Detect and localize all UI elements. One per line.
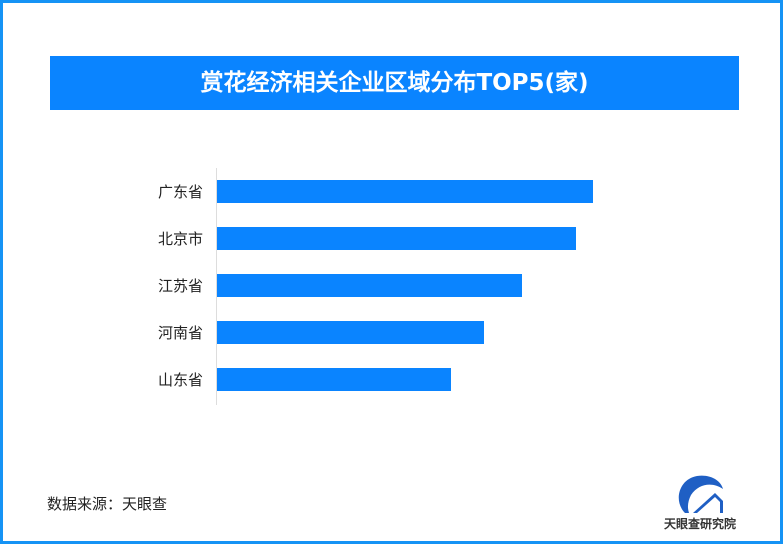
category-label: 山东省 xyxy=(157,371,203,389)
bar-江苏省 xyxy=(217,274,523,297)
y-axis-line xyxy=(216,168,217,405)
category-label: 河南省 xyxy=(157,324,203,342)
chart-title: 赏花经济相关企业区域分布TOP5(家) xyxy=(50,56,739,110)
tianyancha-logo-icon xyxy=(678,475,723,513)
bar-河南省 xyxy=(217,321,485,344)
logo-text: 天眼查研究院 xyxy=(664,517,737,531)
category-label: 江苏省 xyxy=(157,277,203,295)
bar-北京市 xyxy=(217,227,577,250)
data-source: 数据来源：天眼查 xyxy=(47,495,168,513)
bar-广东省 xyxy=(217,180,593,203)
category-label: 北京市 xyxy=(157,230,203,248)
category-label: 广东省 xyxy=(157,183,203,201)
bar-山东省 xyxy=(217,368,452,391)
